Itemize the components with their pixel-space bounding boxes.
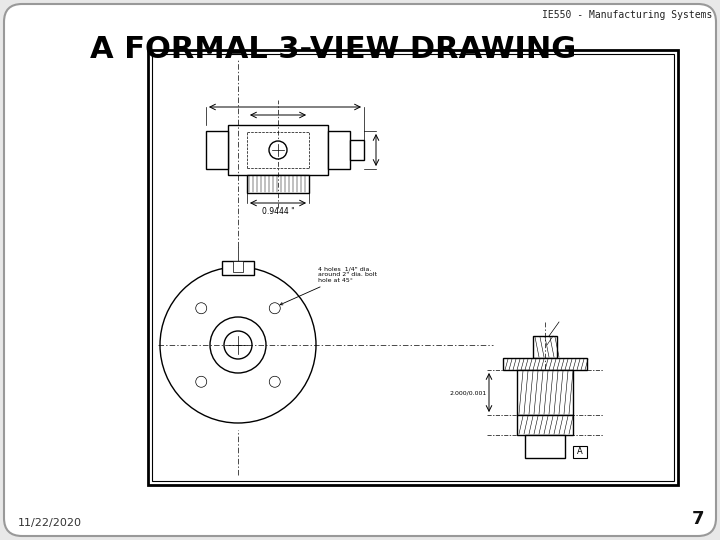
Bar (350, 140, 364, 160)
Bar (206, 131, 228, 169)
Text: 7: 7 (691, 510, 704, 528)
Bar (503, 358, 587, 370)
Bar (533, 336, 557, 358)
Bar (228, 125, 328, 175)
Bar (328, 131, 350, 169)
Circle shape (269, 376, 280, 387)
FancyBboxPatch shape (4, 4, 716, 536)
Circle shape (269, 141, 287, 159)
Bar (517, 415, 573, 435)
Circle shape (224, 331, 252, 359)
Circle shape (196, 376, 207, 387)
Circle shape (210, 317, 266, 373)
Text: A FORMAL 3-VIEW DRAWING: A FORMAL 3-VIEW DRAWING (90, 35, 576, 64)
Bar (152, 54, 674, 481)
Bar (148, 50, 678, 485)
Circle shape (269, 303, 280, 314)
Text: 11/22/2020: 11/22/2020 (18, 518, 82, 528)
Circle shape (196, 303, 207, 314)
Text: A: A (577, 448, 583, 456)
Bar (247, 175, 309, 193)
Bar (525, 435, 565, 458)
Text: 0.9444 ": 0.9444 " (261, 207, 294, 216)
Bar (573, 446, 587, 458)
Text: 2.000/0.001: 2.000/0.001 (450, 390, 487, 395)
Bar (233, 261, 243, 272)
Text: IE550 - Manufacturing Systems: IE550 - Manufacturing Systems (541, 10, 712, 20)
Bar (222, 261, 254, 275)
Text: 4 holes  1/4" dia.
around 2" dia. bolt
hole at 45°: 4 holes 1/4" dia. around 2" dia. bolt ho… (280, 266, 377, 305)
Bar (517, 370, 573, 415)
Circle shape (160, 267, 316, 423)
